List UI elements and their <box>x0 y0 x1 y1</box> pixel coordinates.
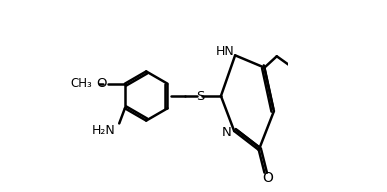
Text: N: N <box>222 126 232 139</box>
Text: S: S <box>197 89 205 103</box>
Text: O: O <box>96 77 107 90</box>
Text: O: O <box>262 171 273 185</box>
Text: H₂N: H₂N <box>92 124 115 137</box>
Text: CH₃: CH₃ <box>70 77 92 90</box>
Text: HN: HN <box>216 45 234 58</box>
